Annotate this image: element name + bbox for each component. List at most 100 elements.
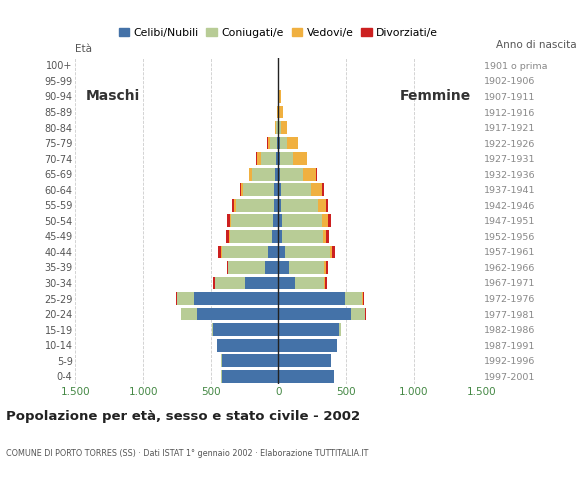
Bar: [271, 230, 278, 243]
Bar: [270, 137, 277, 149]
Bar: [235, 199, 274, 212]
Bar: [282, 230, 323, 243]
Text: Maschi: Maschi: [86, 89, 140, 104]
Bar: [227, 261, 228, 274]
Bar: [241, 183, 243, 196]
Bar: [278, 230, 282, 243]
Bar: [322, 183, 324, 196]
Bar: [222, 370, 278, 383]
Bar: [275, 168, 278, 180]
Bar: [281, 121, 288, 134]
Bar: [345, 292, 362, 305]
Bar: [280, 137, 287, 149]
Bar: [324, 276, 325, 289]
Bar: [277, 137, 278, 149]
Bar: [240, 183, 241, 196]
Bar: [328, 215, 331, 227]
Bar: [295, 276, 324, 289]
Bar: [285, 245, 330, 258]
Bar: [213, 276, 215, 289]
Text: Anno di nascita: Anno di nascita: [496, 40, 577, 50]
Bar: [278, 168, 280, 180]
Bar: [278, 199, 281, 212]
Text: COMUNE DI PORTO TORRES (SS) · Dati ISTAT 1° gennaio 2002 · Elaborazione TUTTITAL: COMUNE DI PORTO TORRES (SS) · Dati ISTAT…: [6, 449, 368, 458]
Bar: [226, 230, 229, 243]
Bar: [278, 137, 280, 149]
Bar: [276, 152, 278, 165]
Bar: [278, 308, 351, 321]
Bar: [212, 323, 213, 336]
Bar: [215, 276, 245, 289]
Bar: [281, 199, 318, 212]
Bar: [287, 137, 298, 149]
Bar: [280, 152, 293, 165]
Bar: [274, 183, 278, 196]
Bar: [197, 308, 278, 321]
Bar: [293, 152, 307, 165]
Bar: [327, 230, 329, 243]
Text: Femmine: Femmine: [399, 89, 470, 104]
Bar: [324, 261, 326, 274]
Bar: [318, 199, 326, 212]
Bar: [278, 245, 285, 258]
Bar: [326, 199, 328, 212]
Bar: [280, 106, 284, 119]
Bar: [281, 183, 311, 196]
Text: Popolazione per età, sesso e stato civile - 2002: Popolazione per età, sesso e stato civil…: [6, 410, 360, 423]
Bar: [289, 261, 324, 274]
Bar: [278, 354, 331, 367]
Bar: [194, 292, 278, 305]
Bar: [351, 308, 365, 321]
Bar: [316, 168, 317, 180]
Bar: [279, 90, 281, 103]
Bar: [325, 276, 327, 289]
Bar: [282, 215, 322, 227]
Bar: [274, 199, 278, 212]
Bar: [265, 261, 278, 274]
Bar: [280, 168, 303, 180]
Bar: [234, 199, 235, 212]
Bar: [278, 323, 339, 336]
Bar: [252, 168, 275, 180]
Bar: [326, 261, 328, 274]
Bar: [245, 276, 278, 289]
Bar: [339, 323, 340, 336]
Bar: [177, 292, 194, 305]
Bar: [227, 215, 230, 227]
Legend: Celibi/Nubili, Coniugati/e, Vedovi/e, Divorziati/e: Celibi/Nubili, Coniugati/e, Vedovi/e, Di…: [117, 25, 440, 40]
Bar: [229, 261, 265, 274]
Bar: [222, 245, 267, 258]
Bar: [176, 292, 177, 305]
Bar: [222, 354, 278, 367]
Bar: [322, 215, 328, 227]
Bar: [278, 152, 280, 165]
Text: Età: Età: [75, 45, 92, 55]
Bar: [278, 276, 295, 289]
Bar: [362, 292, 363, 305]
Bar: [218, 245, 221, 258]
Bar: [278, 370, 334, 383]
Bar: [323, 230, 327, 243]
Bar: [336, 339, 337, 351]
Bar: [231, 215, 273, 227]
Bar: [229, 230, 230, 243]
Bar: [243, 183, 274, 196]
Bar: [278, 292, 345, 305]
Bar: [276, 121, 278, 134]
Bar: [261, 152, 276, 165]
Bar: [275, 121, 276, 134]
Bar: [278, 106, 280, 119]
Bar: [218, 339, 278, 351]
Bar: [332, 245, 335, 258]
Bar: [230, 215, 231, 227]
Bar: [267, 245, 278, 258]
Bar: [257, 152, 261, 165]
Bar: [303, 168, 316, 180]
Bar: [311, 183, 322, 196]
Bar: [363, 292, 364, 305]
Bar: [181, 308, 197, 321]
Bar: [273, 215, 278, 227]
Bar: [278, 339, 336, 351]
Bar: [267, 137, 270, 149]
Bar: [217, 339, 218, 351]
